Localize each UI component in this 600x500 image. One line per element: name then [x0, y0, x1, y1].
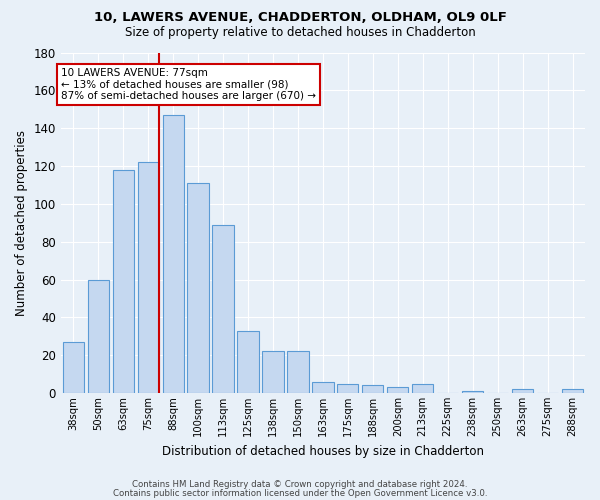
Bar — [412, 384, 433, 393]
Bar — [137, 162, 159, 393]
Text: 10 LAWERS AVENUE: 77sqm
← 13% of detached houses are smaller (98)
87% of semi-de: 10 LAWERS AVENUE: 77sqm ← 13% of detache… — [61, 68, 316, 101]
Text: Size of property relative to detached houses in Chadderton: Size of property relative to detached ho… — [125, 26, 475, 39]
Bar — [387, 388, 409, 393]
Y-axis label: Number of detached properties: Number of detached properties — [15, 130, 28, 316]
Bar — [187, 183, 209, 393]
Bar — [362, 386, 383, 393]
Bar — [113, 170, 134, 393]
Text: 10, LAWERS AVENUE, CHADDERTON, OLDHAM, OL9 0LF: 10, LAWERS AVENUE, CHADDERTON, OLDHAM, O… — [94, 11, 506, 24]
Bar — [337, 384, 358, 393]
X-axis label: Distribution of detached houses by size in Chadderton: Distribution of detached houses by size … — [162, 444, 484, 458]
Bar — [88, 280, 109, 393]
Bar — [462, 391, 483, 393]
Bar — [62, 342, 84, 393]
Bar — [163, 115, 184, 393]
Bar — [287, 352, 308, 393]
Bar — [212, 224, 233, 393]
Bar — [562, 389, 583, 393]
Bar — [238, 330, 259, 393]
Bar — [262, 352, 284, 393]
Bar — [312, 382, 334, 393]
Text: Contains public sector information licensed under the Open Government Licence v3: Contains public sector information licen… — [113, 489, 487, 498]
Bar — [512, 389, 533, 393]
Text: Contains HM Land Registry data © Crown copyright and database right 2024.: Contains HM Land Registry data © Crown c… — [132, 480, 468, 489]
